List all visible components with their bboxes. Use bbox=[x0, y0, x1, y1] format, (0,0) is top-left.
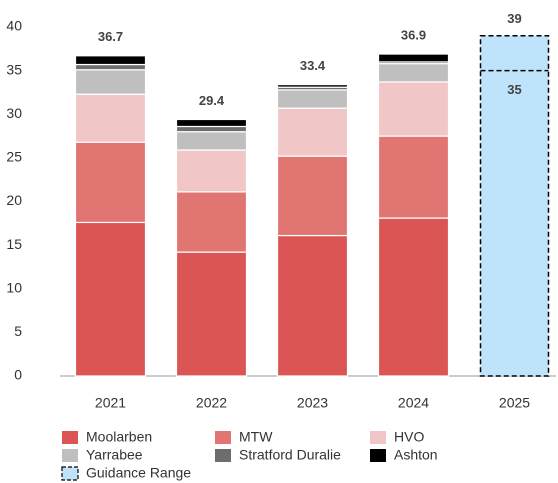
x-tick-label: 2022 bbox=[196, 395, 227, 411]
bar-segment bbox=[276, 107, 349, 157]
bar-segment bbox=[377, 135, 450, 219]
bar-segment bbox=[74, 55, 147, 66]
legend-label: Ashton bbox=[394, 447, 438, 463]
bar-segment bbox=[276, 83, 349, 88]
total-label: 36.7 bbox=[98, 29, 123, 44]
guidance-low-label: 35 bbox=[507, 82, 521, 97]
legend-label: Yarrabee bbox=[86, 447, 143, 463]
y-tick-label: 0 bbox=[14, 367, 22, 383]
legend-swatch bbox=[62, 449, 78, 462]
x-tick-label: 2021 bbox=[95, 395, 126, 411]
bar-segment bbox=[175, 131, 248, 151]
total-label: 33.4 bbox=[300, 58, 326, 73]
bar-segment bbox=[276, 89, 349, 109]
y-tick-label: 25 bbox=[6, 149, 22, 165]
bar-segment bbox=[377, 63, 450, 83]
y-tick-label: 35 bbox=[6, 61, 22, 77]
bar-segment bbox=[175, 118, 248, 128]
x-tick-label: 2024 bbox=[398, 395, 429, 411]
y-tick-label: 30 bbox=[6, 105, 22, 121]
total-label: 36.9 bbox=[401, 27, 426, 42]
legend-swatch bbox=[61, 466, 79, 481]
bar-segment bbox=[377, 53, 450, 63]
bar-segment bbox=[175, 125, 248, 133]
legend-swatch bbox=[215, 431, 231, 444]
legend-label: MTW bbox=[239, 429, 273, 445]
y-tick-label: 20 bbox=[6, 192, 22, 208]
bar-segment bbox=[377, 81, 450, 137]
bar-segment bbox=[276, 234, 349, 377]
bar-segment bbox=[175, 149, 248, 193]
bar-segment bbox=[377, 217, 450, 377]
bar-segment bbox=[74, 69, 147, 95]
legend-label: Stratford Duralie bbox=[239, 447, 341, 463]
y-tick-label: 5 bbox=[14, 323, 22, 339]
legend-swatch bbox=[370, 449, 386, 462]
x-tick-label: 2023 bbox=[297, 395, 328, 411]
legend-swatch bbox=[62, 431, 78, 444]
guidance-box bbox=[479, 34, 550, 377]
y-tick-label: 15 bbox=[6, 236, 22, 252]
y-tick-label: 40 bbox=[6, 18, 22, 34]
total-label: 29.4 bbox=[199, 93, 225, 108]
bar-segment bbox=[74, 93, 147, 143]
bar-segment bbox=[175, 191, 248, 253]
guidance-high-label: 39 bbox=[507, 11, 521, 26]
legend-label: Guidance Range bbox=[86, 465, 191, 481]
legend-label: HVO bbox=[394, 429, 424, 445]
bar-segment bbox=[74, 141, 147, 224]
x-tick-label: 2025 bbox=[499, 395, 530, 411]
legend-swatch bbox=[370, 431, 386, 444]
bar-segment bbox=[74, 221, 147, 377]
bar-segment bbox=[175, 251, 248, 377]
y-tick-label: 10 bbox=[6, 279, 22, 295]
legend-swatch bbox=[215, 449, 231, 462]
bar-segment bbox=[74, 63, 147, 71]
legend-label: Moolarben bbox=[86, 429, 152, 445]
bar-segment bbox=[276, 155, 349, 237]
